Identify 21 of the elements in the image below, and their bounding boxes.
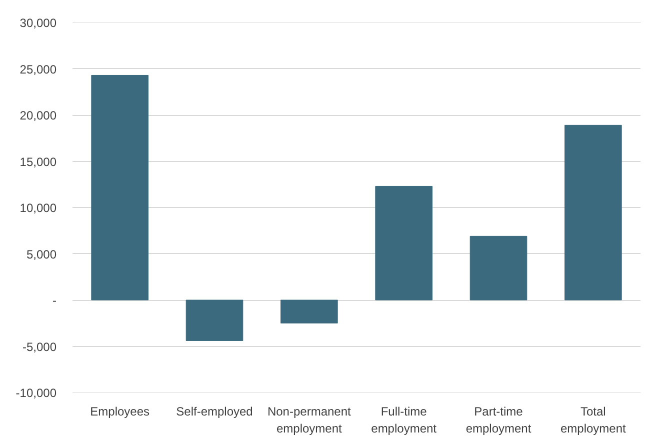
bar <box>564 124 622 300</box>
x-tick-label: Total employment <box>560 404 627 436</box>
bar <box>375 186 432 300</box>
y-tick-label: -10,000 <box>16 386 57 400</box>
x-tick-label: Self-employed <box>176 404 253 418</box>
x-tick-label: Non-permanent employment <box>267 404 352 436</box>
x-tick-label: Employees <box>90 404 150 418</box>
y-tick-label: 30,000 <box>20 16 57 30</box>
y-tick-label: 10,000 <box>20 201 57 215</box>
x-tick-label: Part-time employment <box>466 404 532 436</box>
y-tick-label: 20,000 <box>20 108 57 122</box>
bar <box>91 74 148 300</box>
bar <box>186 300 244 341</box>
bar <box>470 236 528 300</box>
y-tick-label: 25,000 <box>20 62 57 76</box>
x-tick-label: Full-time employment <box>371 404 438 436</box>
y-tick-label: 15,000 <box>20 154 57 169</box>
y-tick-label: 5,000 <box>26 247 57 262</box>
bar <box>280 300 338 324</box>
y-tick-label: -5,000 <box>22 340 57 354</box>
y-tick-label: - <box>52 294 57 308</box>
